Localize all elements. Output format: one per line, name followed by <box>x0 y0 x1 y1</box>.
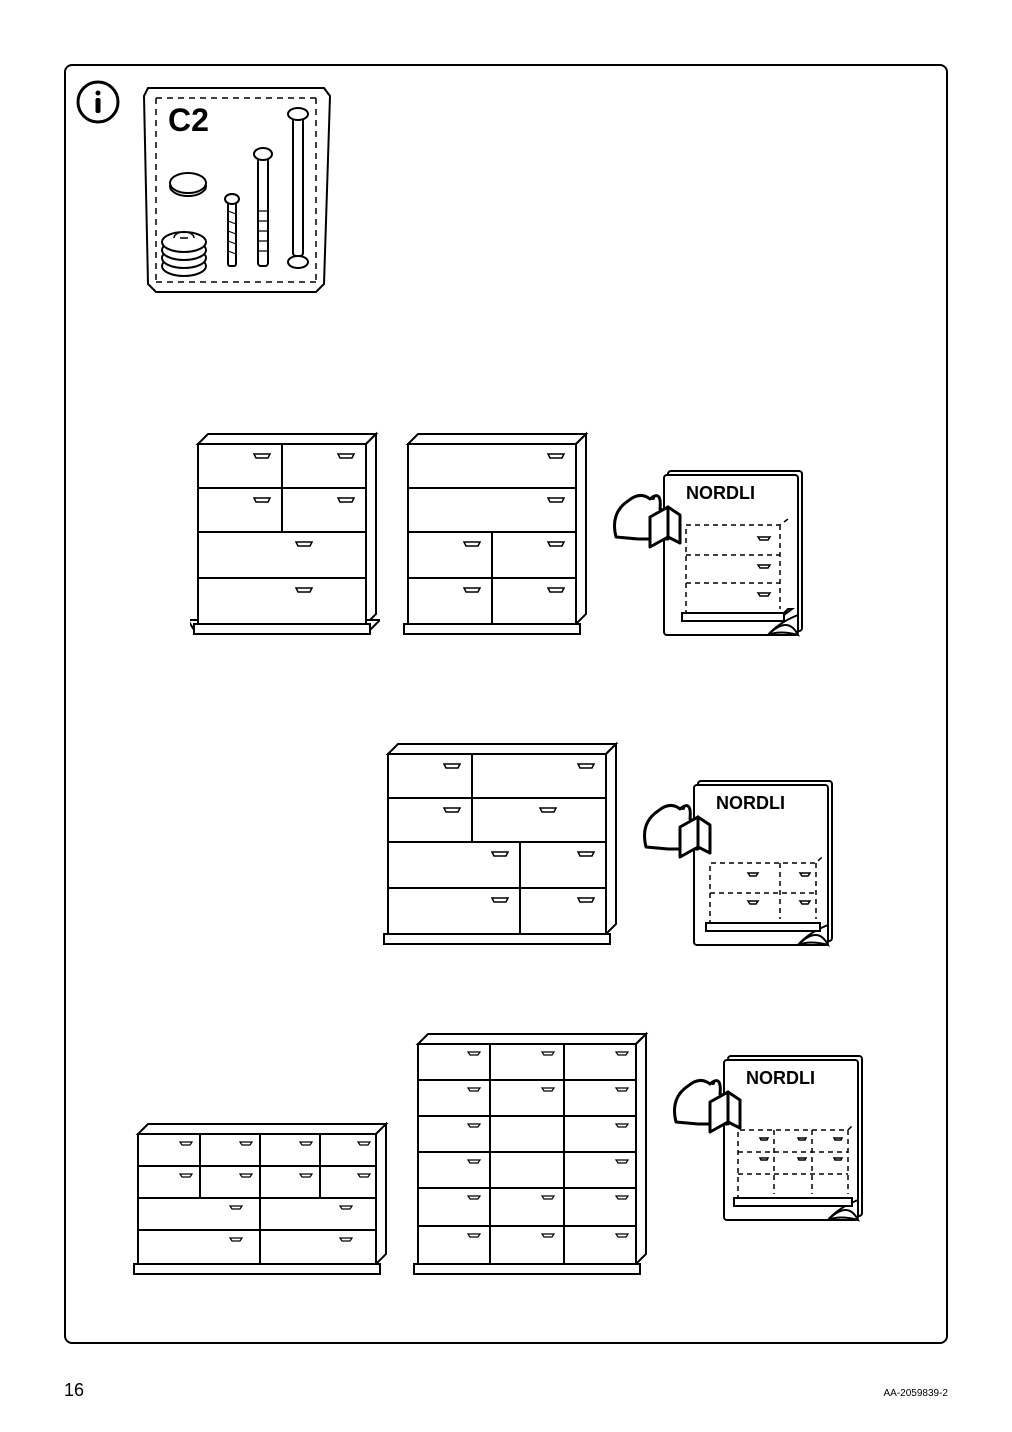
dresser-variant-3b <box>410 1030 650 1280</box>
hardware-bag-c2: C2 <box>136 76 336 296</box>
manual-title-3: NORDLI <box>746 1068 815 1088</box>
config-row-1: NORDLI <box>190 430 810 640</box>
dresser-variant-1a <box>190 430 380 640</box>
manual-title-2: NORDLI <box>716 793 785 813</box>
manual-title-1: NORDLI <box>686 483 755 503</box>
dresser-variant-1b <box>400 430 590 640</box>
config-row-3: NORDLI <box>130 1030 870 1280</box>
manual-booklet-2: NORDLI <box>640 775 840 950</box>
info-icon <box>76 80 120 124</box>
dresser-variant-3a <box>130 1120 390 1280</box>
bag-label-text: C2 <box>168 102 209 138</box>
dresser-variant-2 <box>380 740 620 950</box>
page-number: 16 <box>64 1380 84 1401</box>
manual-booklet-1: NORDLI <box>610 465 810 640</box>
manual-booklet-3: NORDLI <box>670 1050 870 1225</box>
config-row-2: NORDLI <box>380 740 840 950</box>
document-id: AA-2059839-2 <box>884 1388 949 1399</box>
page: C2 <box>0 0 1012 1432</box>
